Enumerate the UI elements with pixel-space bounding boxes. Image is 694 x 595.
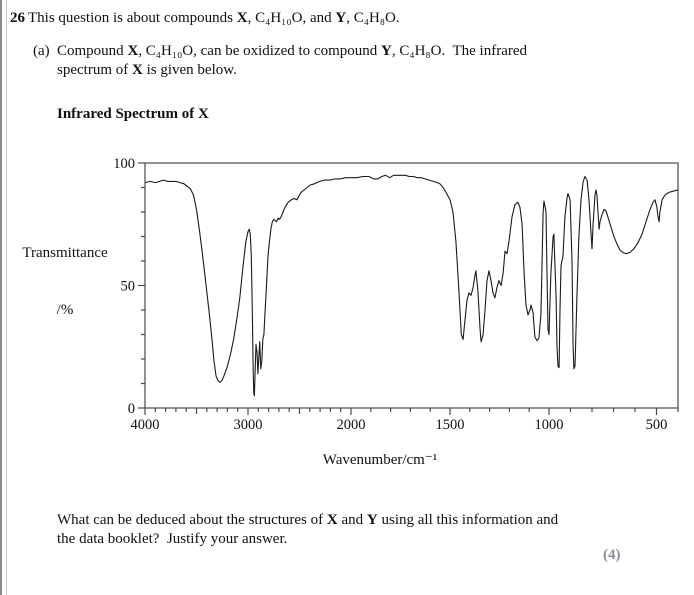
closing-question-line2: the data booklet? Justify your answer. xyxy=(57,531,288,547)
tick-label: 1500 xyxy=(436,417,465,433)
tick-label: 100 xyxy=(115,156,135,172)
y-axis-label-line2: /% xyxy=(56,302,74,318)
tick-label: 2000 xyxy=(337,417,366,433)
ir-spectrum-chart: 0 50 100 4000 3000 2000 1500 1000 500 xyxy=(113,155,694,465)
ir-spectrum-svg: 0 50 100 4000 3000 2000 1500 1000 500 xyxy=(113,156,679,433)
y-axis-label-line1: Transmittance xyxy=(22,245,108,261)
tick-label: 1000 xyxy=(535,417,564,433)
tick-label: 50 xyxy=(121,279,136,295)
question-number: 26 xyxy=(10,10,25,26)
tick-label: 3000 xyxy=(234,417,263,433)
part-a-text-line2: spectrum of X is given below. xyxy=(57,62,237,78)
page-left-border-dark xyxy=(0,0,2,595)
spectrum-curve xyxy=(144,174,679,397)
y-axis-label: Transmittance /% xyxy=(17,206,113,358)
question-intro-text: This question is about compounds X, C₄H₁… xyxy=(28,10,400,26)
closing-question-line1: What can be deduced about the structures… xyxy=(57,512,559,528)
tick-label: 500 xyxy=(646,417,668,433)
plot-border xyxy=(144,162,679,409)
marks-badge: (4) xyxy=(603,547,621,563)
part-a-label: (a) xyxy=(33,43,50,59)
part-a-text-line1: Compound X, C₄H₁₀O, can be oxidized to c… xyxy=(57,43,528,59)
x-axis-label: Wavenumber/cm⁻¹ xyxy=(322,452,438,468)
chart-title: Infrared Spectrum of X xyxy=(57,106,209,122)
page-left-border-light xyxy=(6,0,7,595)
tick-label: 4000 xyxy=(131,417,160,433)
tick-label: 0 xyxy=(128,401,135,417)
